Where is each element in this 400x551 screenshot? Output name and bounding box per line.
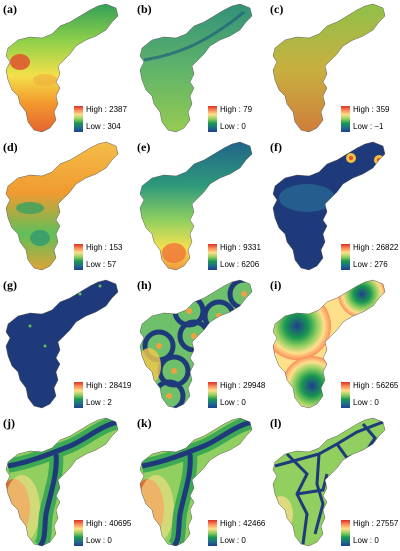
legend-color-ramp xyxy=(341,520,350,546)
legend-low-label: Low : 0 xyxy=(86,536,112,545)
map-panel: (a) High : 2387 Low : 304 xyxy=(0,0,133,137)
map-panel: (e) High : 9331 Low : 6206 xyxy=(134,138,267,275)
map-image xyxy=(5,141,119,271)
legend-high-label: High : 153 xyxy=(86,243,123,252)
legend: High : 27557 Low : 0 xyxy=(341,518,399,548)
legend-low-label: Low : 0 xyxy=(220,122,246,131)
legend-low-label: Low : 0 xyxy=(353,536,379,545)
map-panel: (d) High : 153 Low : 57 xyxy=(0,138,133,275)
panel-label: (c) xyxy=(270,2,284,16)
legend-low-label: Low : 0 xyxy=(353,398,379,407)
legend: High : 9331 Low : 6206 xyxy=(208,242,266,272)
panel-label: (d) xyxy=(3,140,18,154)
legend-high-label: High : 2387 xyxy=(86,105,127,114)
legend: High : 28419 Low : 2 xyxy=(74,380,132,410)
map-image xyxy=(139,3,253,133)
legend-low-label: Low : 304 xyxy=(86,122,121,131)
legend-high-label: High : 28419 xyxy=(86,381,132,390)
map-image xyxy=(272,417,386,547)
map-panel: (j) High : 40695 Low : 0 xyxy=(0,414,133,551)
panel-label: (h) xyxy=(137,278,152,292)
map-image xyxy=(272,279,386,409)
legend-color-ramp xyxy=(341,382,350,408)
legend-high-label: High : 29948 xyxy=(220,381,266,390)
map-image xyxy=(139,279,253,409)
legend: High : 26822 Low : 276 xyxy=(341,242,399,272)
legend: High : 79 Low : 0 xyxy=(208,104,266,134)
map-image xyxy=(5,279,119,409)
legend-low-label: Low : −1 xyxy=(353,122,384,131)
map-image xyxy=(139,141,253,271)
map-image xyxy=(5,3,119,133)
legend-color-ramp xyxy=(208,520,217,546)
map-panel: (b) High : 79 Low : 0 xyxy=(134,0,267,137)
legend: High : 40695 Low : 0 xyxy=(74,518,132,548)
legend: High : 153 Low : 57 xyxy=(74,242,132,272)
map-panel: (c) High : 359 Low : −1 xyxy=(267,0,400,137)
legend: High : 29948 Low : 0 xyxy=(208,380,266,410)
panel-label: (l) xyxy=(270,416,282,430)
legend-color-ramp xyxy=(74,106,83,132)
legend-high-label: High : 40695 xyxy=(86,519,132,528)
legend-low-label: Low : 0 xyxy=(220,398,246,407)
legend-color-ramp xyxy=(74,382,83,408)
map-panel: (k) High : 42466 Low : 0 xyxy=(134,414,267,551)
legend-low-label: Low : 0 xyxy=(220,536,246,545)
legend-color-ramp xyxy=(208,244,217,270)
legend-low-label: Low : 276 xyxy=(353,260,388,269)
legend-low-label: Low : 6206 xyxy=(220,260,260,269)
map-image xyxy=(272,3,386,133)
legend: High : 42466 Low : 0 xyxy=(208,518,266,548)
panel-label: (b) xyxy=(137,2,152,16)
map-image xyxy=(272,141,386,271)
panel-label: (j) xyxy=(3,416,15,430)
map-panel: (f) High : 26822 Low : 276 xyxy=(267,138,400,275)
legend: High : 359 Low : −1 xyxy=(341,104,399,134)
map-panel: (l) High : 27557 Low : 0 xyxy=(267,414,400,551)
legend-color-ramp xyxy=(74,520,83,546)
panel-label: (k) xyxy=(137,416,152,430)
legend-high-label: High : 42466 xyxy=(220,519,266,528)
legend-color-ramp xyxy=(74,244,83,270)
legend-high-label: High : 359 xyxy=(353,105,390,114)
map-image xyxy=(5,417,119,547)
panel-label: (a) xyxy=(3,2,17,16)
legend-color-ramp xyxy=(341,106,350,132)
panel-label: (i) xyxy=(270,278,282,292)
legend-color-ramp xyxy=(208,382,217,408)
map-panel: (i) High : 56265 Low : 0 xyxy=(267,276,400,413)
legend-high-label: High : 9331 xyxy=(220,243,261,252)
legend: High : 2387 Low : 304 xyxy=(74,104,132,134)
legend-color-ramp xyxy=(208,106,217,132)
legend-high-label: High : 56265 xyxy=(353,381,399,390)
legend-color-ramp xyxy=(341,244,350,270)
map-image xyxy=(139,417,253,547)
legend-high-label: High : 26822 xyxy=(353,243,399,252)
legend: High : 56265 Low : 0 xyxy=(341,380,399,410)
panel-label: (e) xyxy=(137,140,151,154)
legend-low-label: Low : 2 xyxy=(86,398,112,407)
panel-label: (f) xyxy=(270,140,282,154)
map-panel: (g) High : 28419 Low : 2 xyxy=(0,276,133,413)
legend-high-label: High : 79 xyxy=(220,105,253,114)
map-panel: (h) High : 29948 Low : 0 xyxy=(134,276,267,413)
legend-high-label: High : 27557 xyxy=(353,519,399,528)
panel-label: (g) xyxy=(3,278,17,292)
legend-low-label: Low : 57 xyxy=(86,260,117,269)
